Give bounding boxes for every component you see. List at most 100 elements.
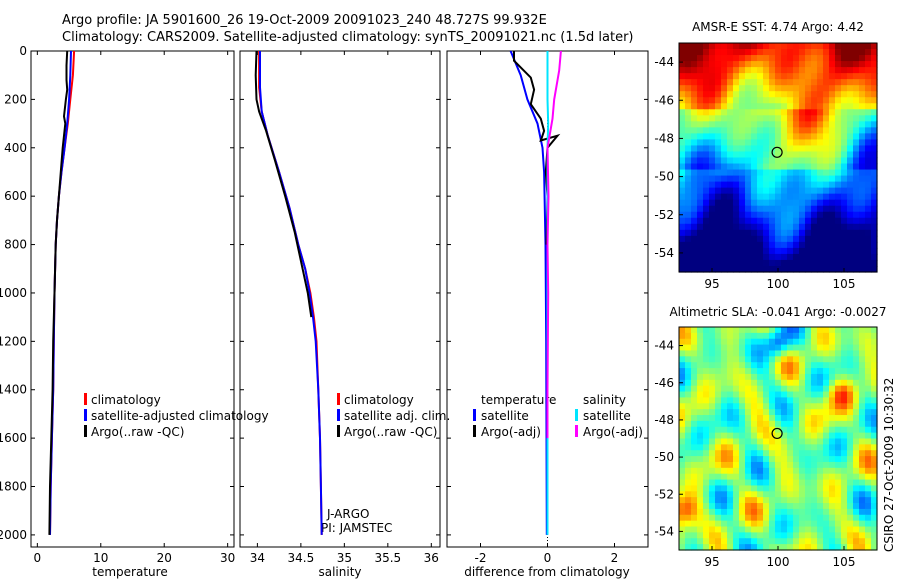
sst_map-cell bbox=[691, 133, 698, 141]
sst_map-cell bbox=[721, 265, 728, 273]
sst_map-cell bbox=[823, 175, 830, 183]
sst_map-cell bbox=[793, 181, 800, 189]
sla_map-cell bbox=[817, 520, 824, 528]
sst_map-cell bbox=[871, 55, 878, 62]
sla_map-cell bbox=[721, 332, 728, 340]
sla_map-cell bbox=[811, 479, 818, 487]
sla_map-cell bbox=[739, 350, 746, 357]
sla_map-cell bbox=[685, 450, 692, 457]
sst_map-cell bbox=[775, 187, 782, 195]
sst_map-cell bbox=[769, 97, 776, 104]
sla_map-cell bbox=[811, 415, 818, 422]
sla_map-cell bbox=[727, 368, 734, 375]
sla_map-cell bbox=[769, 409, 776, 416]
sst_map-cell bbox=[859, 91, 866, 98]
sla_map-cell bbox=[793, 426, 800, 434]
sst_map-cell bbox=[739, 187, 746, 195]
sla_map-cell bbox=[739, 403, 746, 410]
sst_map-cell bbox=[721, 193, 728, 201]
sla_map-cell bbox=[787, 350, 794, 357]
sla_map-cell bbox=[817, 491, 824, 498]
sla_map-cell bbox=[733, 485, 740, 492]
sla_map-cell bbox=[715, 379, 722, 387]
sla_map-cell bbox=[685, 426, 692, 434]
sla_map-cell bbox=[733, 467, 740, 475]
sla_map-cell bbox=[763, 456, 770, 463]
sla_map-cell bbox=[781, 497, 788, 504]
sla_map-cell bbox=[835, 420, 842, 428]
sla_map-cell bbox=[721, 403, 728, 410]
sst_map-cell bbox=[757, 163, 764, 171]
sla_map-cell bbox=[859, 479, 866, 487]
sst_map-cell bbox=[751, 199, 758, 207]
sla_map-cell bbox=[703, 503, 710, 510]
sst_map-cell bbox=[721, 73, 728, 80]
sst_map-cell bbox=[805, 259, 812, 267]
sla_map-cell bbox=[859, 456, 866, 463]
sla_map-cell bbox=[799, 420, 806, 428]
sst_map-cell bbox=[817, 97, 824, 104]
sst_map-cell bbox=[823, 61, 830, 68]
sst_map-cell bbox=[865, 127, 872, 134]
sla_map-cell bbox=[841, 444, 848, 451]
sla_map-cell bbox=[769, 479, 776, 487]
sla_map-cell bbox=[715, 461, 722, 469]
sst_map-cell bbox=[763, 139, 770, 147]
sst_map-cell bbox=[811, 91, 818, 98]
sla_map-cell bbox=[751, 520, 758, 528]
sst_map-cell bbox=[823, 43, 830, 50]
sst_map-cell bbox=[691, 109, 698, 116]
sst_map-cell bbox=[691, 259, 698, 267]
sla_map-cell bbox=[709, 385, 716, 393]
sst_map-cell bbox=[697, 217, 704, 225]
sla_map-cell bbox=[745, 344, 752, 352]
sst_map-cell bbox=[787, 217, 794, 225]
depth-tick-label: 1400 bbox=[0, 383, 27, 397]
sla_map-cell bbox=[847, 473, 854, 481]
sla_map-cell bbox=[859, 415, 866, 422]
sla_map-cell bbox=[793, 456, 800, 463]
sla_map-cell bbox=[799, 356, 806, 363]
sla_map-cell bbox=[805, 438, 812, 445]
sla_map-cell bbox=[817, 450, 824, 457]
sst_map-cell bbox=[697, 199, 704, 207]
sst_map-cell bbox=[787, 259, 794, 267]
sst_map-cell bbox=[847, 259, 854, 267]
sst_map-cell bbox=[721, 55, 728, 62]
sla_map-cell bbox=[727, 544, 734, 551]
sst_map-cell bbox=[829, 187, 836, 195]
sst_map-cell bbox=[811, 259, 818, 267]
sla_map-cell bbox=[841, 461, 848, 469]
sla_map-cell bbox=[697, 344, 704, 352]
sst_map-cell bbox=[799, 121, 806, 128]
sla_map-cell bbox=[709, 503, 716, 510]
sst_map-cell bbox=[679, 205, 686, 213]
sst_map-cell bbox=[871, 175, 878, 183]
sla_map-cell bbox=[799, 444, 806, 451]
sla_map-cell bbox=[793, 385, 800, 393]
sst_map-cell bbox=[697, 103, 704, 110]
sla_map-cell bbox=[829, 520, 836, 528]
sla_map-cell bbox=[847, 479, 854, 487]
sst_map-cell bbox=[823, 145, 830, 153]
sla_map-cell bbox=[685, 538, 692, 545]
sst_map-cell bbox=[721, 109, 728, 116]
sla_map-cell bbox=[805, 485, 812, 492]
sla_map-cell bbox=[805, 426, 812, 434]
sst_map-cell bbox=[859, 127, 866, 134]
sla_map-cell bbox=[691, 344, 698, 352]
sla_map-cell bbox=[871, 373, 878, 381]
sst_map-cell bbox=[721, 187, 728, 195]
sst_map-cell bbox=[817, 229, 824, 237]
sla_map-cell bbox=[691, 391, 698, 399]
sst_map-cell bbox=[829, 139, 836, 147]
sla_map-cell bbox=[697, 391, 704, 399]
sla_map-cell bbox=[733, 356, 740, 363]
sst_map-cell bbox=[703, 223, 710, 231]
sla_map-cell bbox=[835, 338, 842, 346]
sst_map-cell bbox=[703, 193, 710, 201]
sst_map-cell bbox=[691, 97, 698, 104]
sst_map-cell bbox=[817, 187, 824, 195]
sst_map-cell bbox=[853, 115, 860, 122]
sst_map-cell bbox=[679, 223, 686, 231]
